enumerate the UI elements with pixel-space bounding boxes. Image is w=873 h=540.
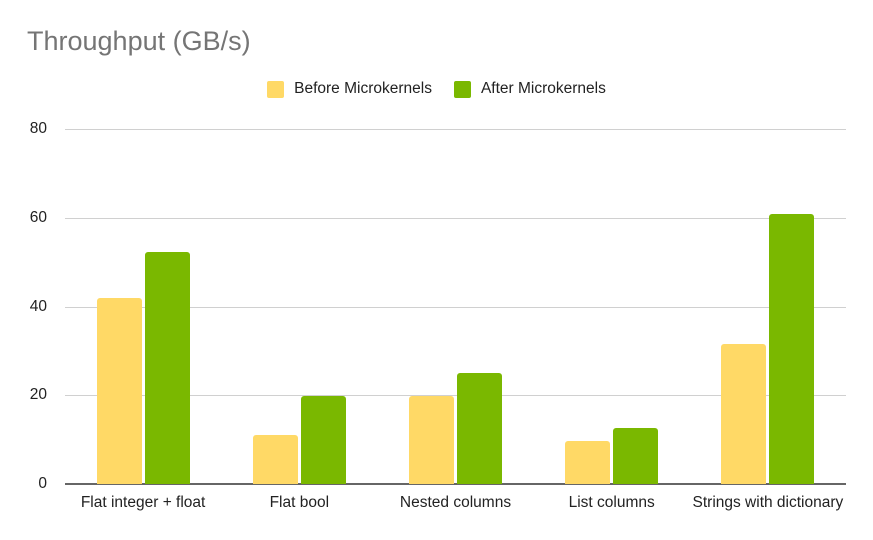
- y-tick-label: 40: [29, 297, 47, 315]
- y-tick-label: 80: [29, 120, 47, 137]
- legend: Before Microkernels After Microkernels: [0, 80, 873, 98]
- bar-group: [221, 129, 377, 484]
- y-tick-label: 20: [29, 386, 47, 404]
- x-tick-label: Strings with dictionary: [692, 494, 844, 511]
- bar-group: [377, 129, 533, 484]
- legend-swatch-before: [267, 80, 285, 98]
- bar-before[interactable]: [721, 343, 767, 484]
- legend-swatch-after: [453, 80, 471, 98]
- gridline: [65, 217, 846, 219]
- bar-before[interactable]: [565, 440, 611, 484]
- bar-before[interactable]: [252, 435, 298, 484]
- bar-after[interactable]: [613, 428, 659, 484]
- y-tick-label: 60: [29, 208, 47, 226]
- bar-after[interactable]: [456, 373, 502, 484]
- gridline: [65, 306, 846, 308]
- x-tick-label: Flat integer + float: [80, 494, 206, 511]
- bar-group: [534, 129, 690, 484]
- gridline: [65, 129, 846, 130]
- bar-after[interactable]: [144, 251, 190, 484]
- bar-group: [690, 129, 846, 484]
- bar-group: [65, 129, 221, 484]
- bar-after[interactable]: [769, 214, 815, 484]
- x-tick-label: Flat bool: [269, 494, 330, 511]
- x-axis-line: [65, 483, 846, 485]
- gridline: [65, 395, 846, 397]
- bar-after[interactable]: [300, 396, 346, 484]
- x-tick-label: List columns: [568, 494, 655, 511]
- legend-item-before[interactable]: Before Microkernels: [267, 80, 432, 98]
- chart-title: Throughput (GB/s): [27, 26, 251, 56]
- legend-label-after: After Microkernels: [480, 80, 606, 97]
- x-tick-label: Nested columns: [399, 494, 512, 511]
- legend-label-before: Before Microkernels: [294, 80, 432, 97]
- y-tick-label: 0: [38, 475, 47, 492]
- bar-before[interactable]: [408, 396, 454, 484]
- plot-area: 0 20 40 60 80: [30, 120, 846, 492]
- legend-item-after[interactable]: After Microkernels: [453, 80, 606, 98]
- bar-before[interactable]: [96, 298, 142, 484]
